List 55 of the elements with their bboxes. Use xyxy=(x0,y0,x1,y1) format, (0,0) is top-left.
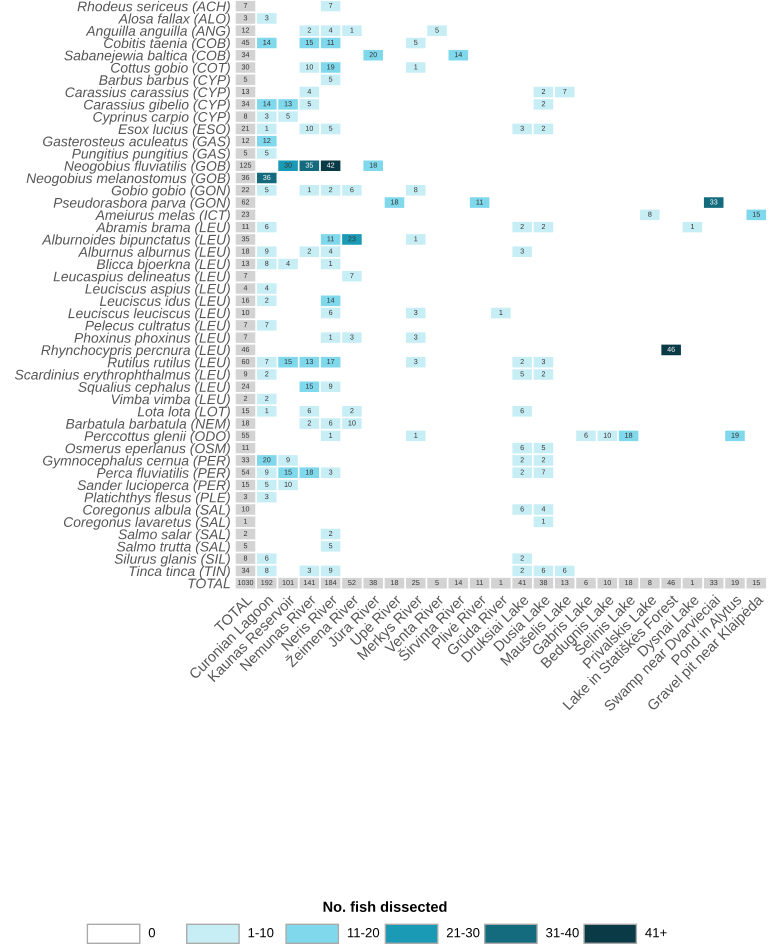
y-tick-label: Perca fluviatilis (PER) xyxy=(96,468,230,481)
y-tick-label: Pelecus cultratus (LEU) xyxy=(85,320,230,334)
y-tick-label: Anguilla anguilla (ANG) xyxy=(86,26,230,39)
y-tick-label: Gymnocephalus cernua (PER) xyxy=(43,455,230,468)
text: 31-40 xyxy=(546,928,579,938)
y-tick-label: TOTAL xyxy=(188,578,230,588)
y-tick-label: Abramis brama (LEU) xyxy=(96,222,230,236)
y-tick-label: Tinca tinca (TIN) xyxy=(129,566,230,579)
y-tick-label: Osmerus eperlanus (OSM) xyxy=(66,443,230,456)
y-tick-label: Rhodeus sericeus (ACH) xyxy=(78,1,230,14)
y-tick-label: Alburnus alburnus (LEU) xyxy=(78,246,230,260)
y-tick-label: Barbatula barbatula (NEM) xyxy=(66,418,230,432)
y-tick-label: Lota lota (LOT) xyxy=(138,406,230,420)
y-tick-label: Ameiurus melas (ICT) xyxy=(94,210,230,223)
y-tick-label: Carassius carassius (CYP) xyxy=(66,87,230,100)
y-tick-label: Barbus barbus (CYP) xyxy=(99,74,230,88)
y-tick-label: Gasterosteus aculeatus (GAS) xyxy=(43,136,230,150)
y-tick-label: Leuciscus aspius (LEU) xyxy=(85,283,230,296)
y-tick-label: Salmo salar (SAL) xyxy=(118,529,230,542)
y-tick-label: Leuciscus idus (LEU) xyxy=(100,296,230,309)
y-tick-label: Cottus gobio (COT) xyxy=(111,62,230,76)
y-tick-label: Carassius gibelio (CYP) xyxy=(84,99,230,112)
y-tick-label: Leucaspius delineatus (LEU) xyxy=(54,271,230,284)
y-tick-label: Perccottus glenii (ODO) xyxy=(84,430,230,444)
y-tick-label: Cobitis taenia (COB) xyxy=(104,38,230,51)
y-tick-label: Neogobius melanostomus (GOB) xyxy=(26,172,230,186)
text: 11-20 xyxy=(348,928,380,938)
legend-title: No. fish dissected xyxy=(324,901,446,912)
y-tick-label: Vimba vimba (LEU) xyxy=(112,394,230,407)
y-tick-label: Scardinius erythrophthalmus (LEU) xyxy=(14,369,230,382)
y-tick-label: Salmo trutta (SAL) xyxy=(116,541,230,554)
y-tick-label: Pseudorasbora parva (GON) xyxy=(54,198,230,210)
y-tick-label: Esox lucius (ESO) xyxy=(118,124,230,137)
y-tick-label: Squalius cephalus (LEU) xyxy=(78,382,230,395)
y-tick-label: Rutilus rutilus (LEU) xyxy=(108,357,230,370)
y-tick-label: Blicca bjoerkna (LEU) xyxy=(96,258,230,272)
y-tick-label: Rhynchocypris percnura (LEU) xyxy=(41,344,230,358)
y-tick-label: Platichthys flesus (PLE) xyxy=(84,492,230,506)
y-tick-label: Phoxinus phoxinus (LEU) xyxy=(74,332,230,346)
y-tick-label: Alosa fallax (ALO) xyxy=(118,13,230,26)
text: 21-30 xyxy=(446,928,480,938)
y-tick-label: Coregonus lavaretus (SAL) xyxy=(64,516,230,530)
y-tick-label: Neogobius fluviatilis (GOB) xyxy=(64,160,230,174)
y-tick-label: Cyprinus carpio (CYP) xyxy=(93,112,230,125)
text: 0 xyxy=(148,928,156,938)
y-tick-label: Sabanejewia baltica (COB) xyxy=(64,50,230,64)
y-tick-label: Alburnoides bipunctatus (LEU) xyxy=(42,234,230,248)
text: 41+ xyxy=(645,928,667,938)
y-tick-label: Gobio gobio (GON) xyxy=(112,185,230,198)
y-tick-label: Coregonus albula (SAL) xyxy=(83,504,230,518)
y-tick-label: Sander lucioperca (PER) xyxy=(77,480,230,493)
text: 1-10 xyxy=(248,928,274,938)
y-tick-label: Silurus glanis (SIL) xyxy=(114,554,230,567)
y-tick-label: Pungitius pungitius (GAS) xyxy=(72,148,230,162)
y-tick-label: Leuciscus leuciscus (LEU) xyxy=(68,308,230,321)
